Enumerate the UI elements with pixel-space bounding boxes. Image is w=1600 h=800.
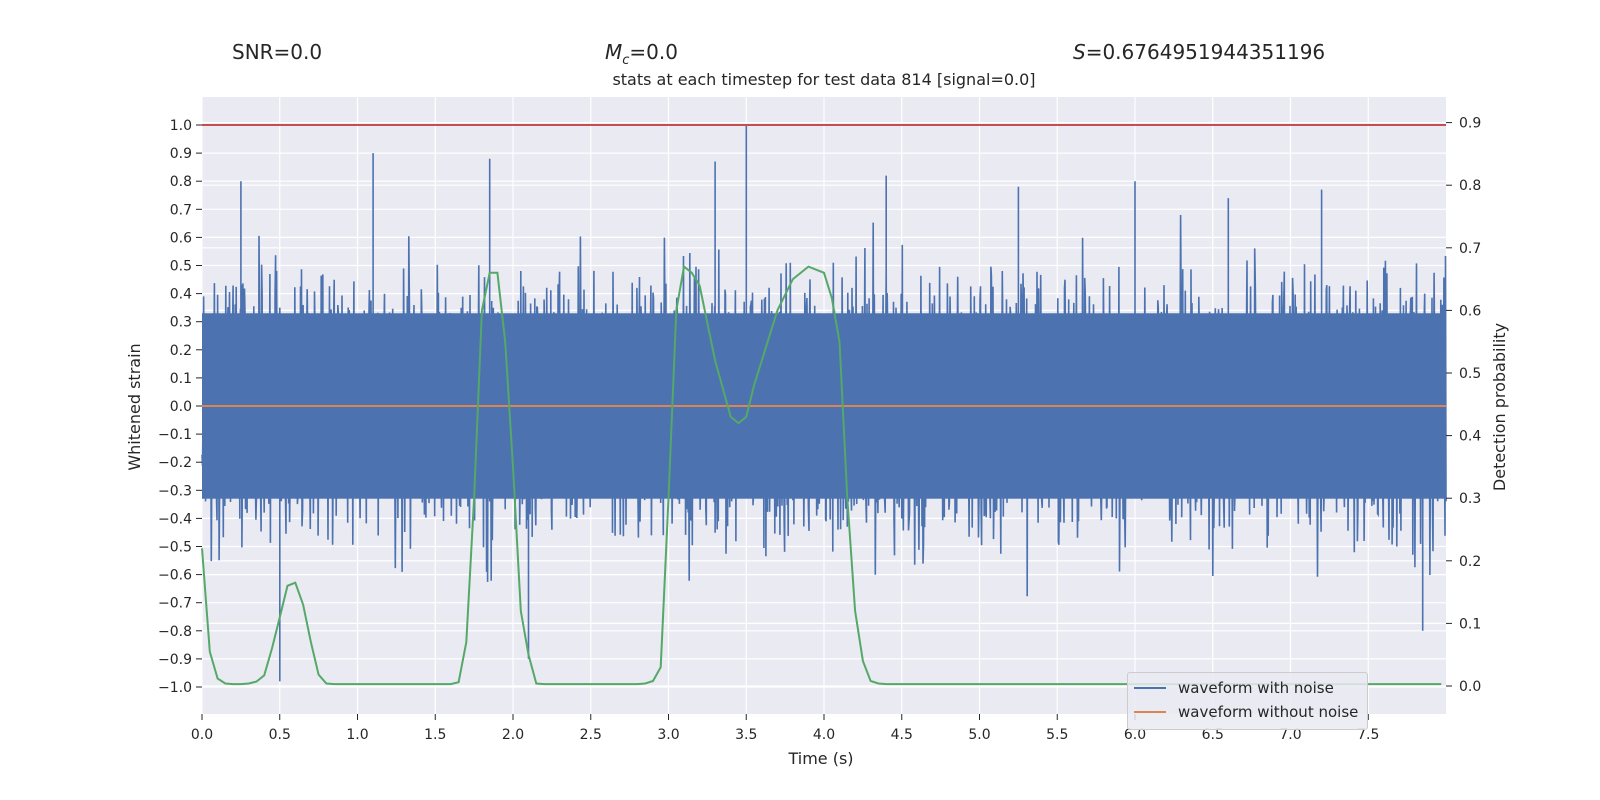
- y2-tick-label: 0.4: [1459, 429, 1481, 445]
- x-tick-label: 1.5: [424, 727, 446, 743]
- y-tick-label: −0.8: [158, 624, 192, 640]
- y-tick-label: 1.0: [170, 118, 192, 134]
- y2-tick-label: 0.5: [1459, 366, 1481, 382]
- x-tick-label: 2.5: [580, 727, 602, 743]
- y-tick-label: 0.2: [170, 343, 192, 359]
- y-tick-label: 0.9: [170, 146, 192, 162]
- legend-item-noise: waveform with noise: [1128, 677, 1334, 699]
- chart-title: stats at each timestep for test data 814…: [612, 70, 1036, 89]
- x-axis-ticks: 0.0 0.5 1.0 1.5 2.0 2.5 3.0 3.5 4.0 4.5 5.0 5.5 6.0 6…: [191, 714, 1379, 743]
- mc-value: =0.0: [629, 40, 678, 64]
- y-tick-label: −0.4: [158, 511, 192, 527]
- y-tick-label: −0.1: [158, 427, 192, 443]
- y-tick-label: 0.7: [170, 202, 192, 218]
- y2-axis-ticks: 0.9 0.8 0.7 0.6 0.5 0.4 0.3 0.2 0.1 0.0: [1446, 116, 1481, 695]
- y2-tick-label: 0.7: [1459, 241, 1481, 257]
- y2-tick-label: 0.3: [1459, 491, 1481, 507]
- y-tick-label: 0.3: [170, 315, 192, 331]
- legend: waveform with noise waveform without noi…: [1127, 672, 1368, 730]
- y-tick-label: −0.2: [158, 455, 192, 471]
- y-tick-label: −0.6: [158, 568, 192, 584]
- x-tick-label: 4.0: [813, 727, 835, 743]
- legend-item-clean: waveform without noise: [1128, 701, 1358, 723]
- y-tick-label: 0.0: [170, 399, 192, 415]
- x-tick-label: 4.5: [891, 727, 913, 743]
- y2-tick-label: 0.1: [1459, 616, 1481, 632]
- y2-axis-label: Detection probability: [1490, 323, 1509, 491]
- mc-symbol: M: [605, 40, 623, 64]
- x-tick-label: 5.0: [968, 727, 990, 743]
- y-tick-label: 0.1: [170, 371, 192, 387]
- y2-tick-label: 0.9: [1459, 116, 1481, 132]
- y-tick-label: −0.7: [158, 596, 192, 612]
- y2-tick-label: 0.6: [1459, 303, 1481, 319]
- y-tick-label: 0.6: [170, 230, 192, 246]
- snr-label: SNR=0.0: [232, 40, 323, 64]
- y-axis-label: Whitened strain: [125, 343, 144, 470]
- x-tick-label: 7.5: [1357, 727, 1379, 743]
- x-tick-label: 6.0: [1124, 727, 1146, 743]
- x-tick-label: 1.0: [346, 727, 368, 743]
- legend-label-noise: waveform with noise: [1178, 679, 1334, 697]
- x-tick-label: 5.5: [1046, 727, 1068, 743]
- y2-tick-label: 0.2: [1459, 554, 1481, 570]
- legend-label-clean: waveform without noise: [1178, 703, 1359, 721]
- mc-subscript: c: [622, 53, 630, 68]
- x-tick-label: 7.0: [1279, 727, 1301, 743]
- line-series: [201, 124, 1446, 686]
- y-tick-label: −0.3: [158, 483, 192, 499]
- y-tick-label: −0.5: [158, 540, 192, 556]
- x-tick-label: 6.5: [1202, 727, 1224, 743]
- s-value: =0.6764951944351196: [1085, 40, 1326, 64]
- x-tick-label: 0.5: [269, 727, 291, 743]
- detection-probability-line: [201, 264, 1442, 686]
- y-tick-label: −0.9: [158, 652, 192, 668]
- y-tick-label: −1.0: [158, 680, 192, 696]
- y-axis-ticks: 1.0 0.9 0.8 0.7 0.6 0.5 0.4 0.3 0.2 0.1 0.0 −0.1 −0.…: [158, 118, 202, 696]
- legend-swatch-clean: [1134, 711, 1166, 713]
- y-tick-label: 0.5: [170, 259, 192, 275]
- x-tick-label: 3.5: [735, 727, 757, 743]
- s-stat-label: S=0.6764951944351196: [1073, 40, 1325, 64]
- s-symbol: S: [1073, 40, 1086, 64]
- y-tick-label: 0.4: [170, 287, 192, 303]
- y2-tick-label: 0.0: [1459, 679, 1481, 695]
- x-tick-label: 0.0: [191, 727, 213, 743]
- chirp-mass-label: Mc=0.0: [605, 40, 678, 68]
- y-tick-label: 0.8: [170, 174, 192, 190]
- x-tick-label: 2.0: [502, 727, 524, 743]
- x-tick-label: 3.0: [657, 727, 679, 743]
- y2-tick-label: 0.8: [1459, 178, 1481, 194]
- x-axis-label: Time (s): [787, 749, 853, 768]
- legend-swatch-noise: [1134, 687, 1166, 689]
